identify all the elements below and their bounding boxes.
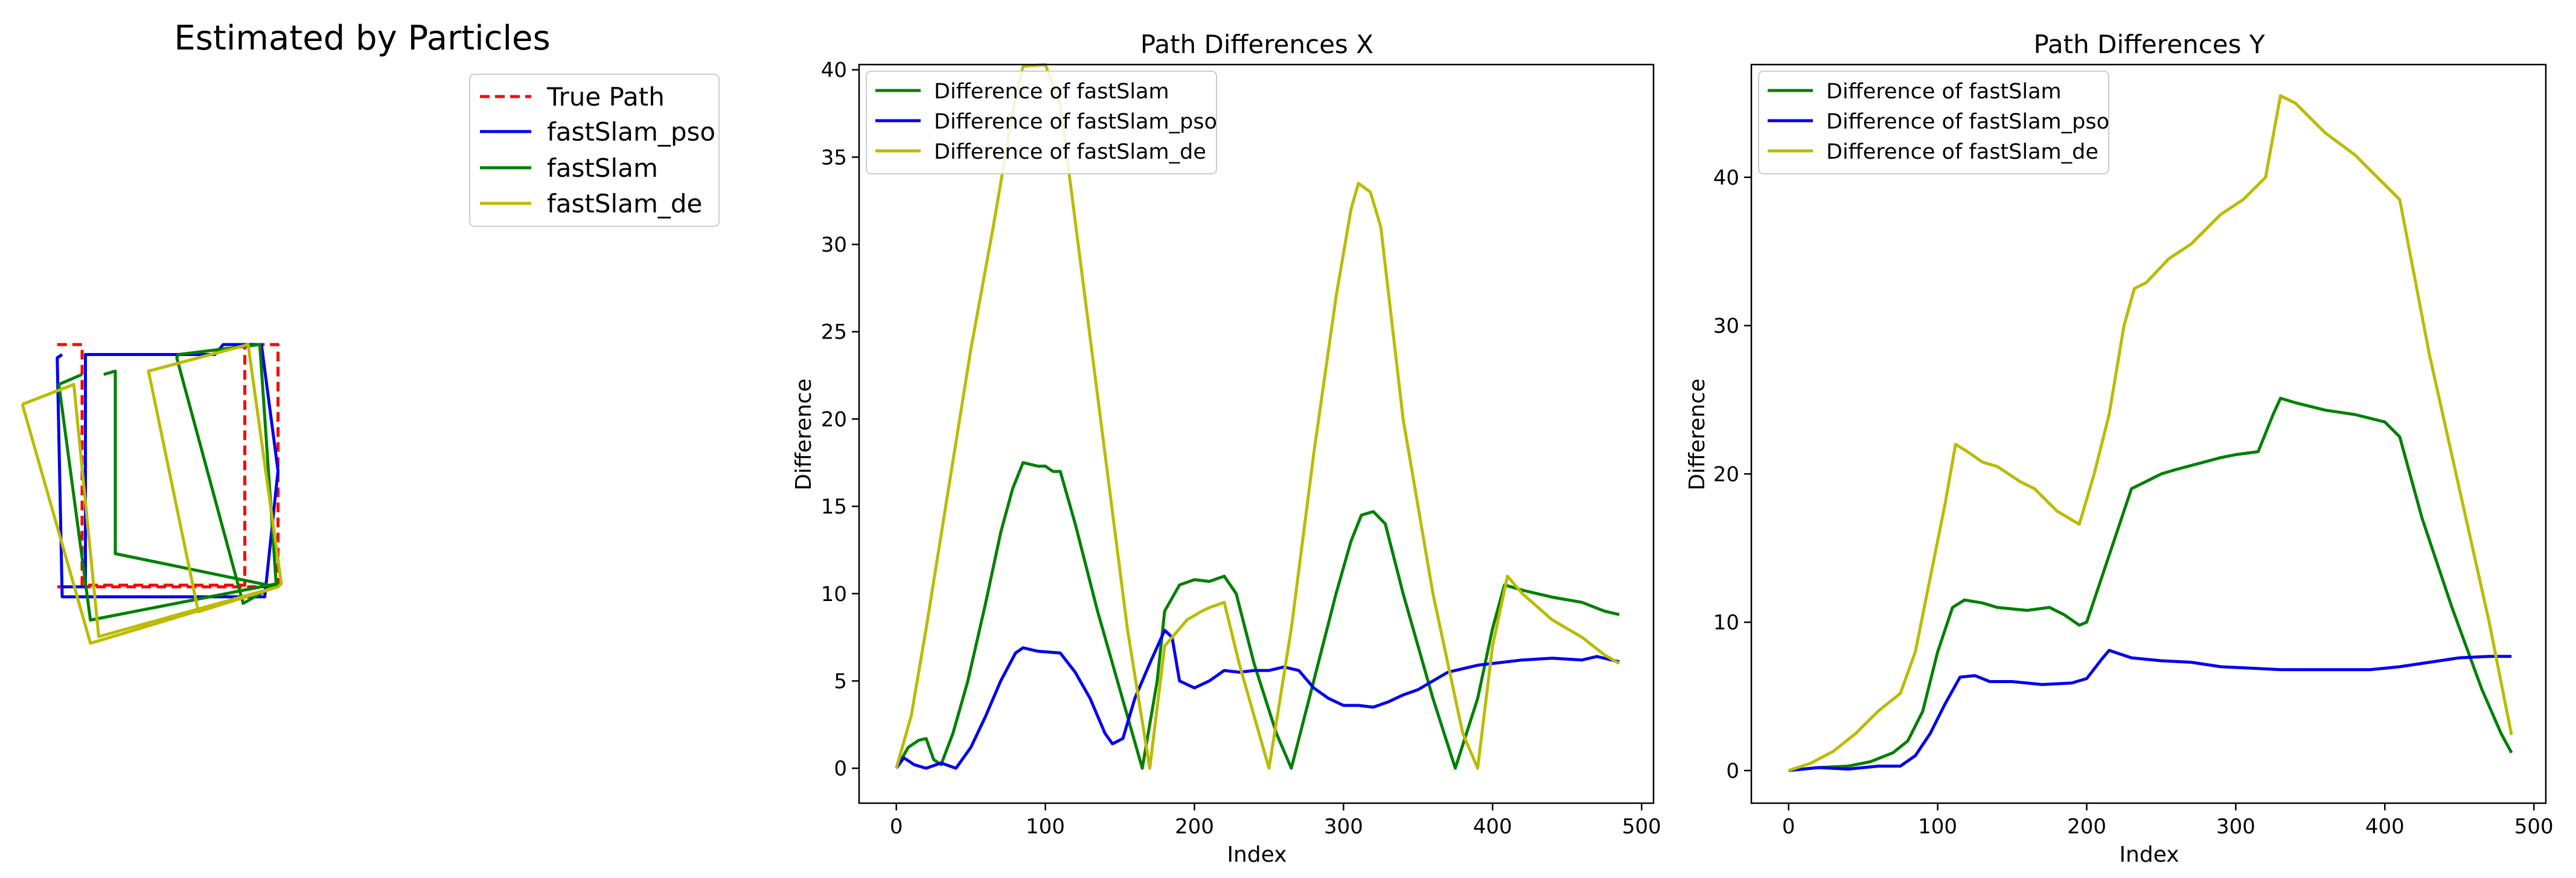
pdy-ytick-label: 20 [1713, 462, 1739, 486]
pdx-series-difference-of-fastslam [895, 461, 1620, 770]
pdx-ytick-label: 5 [834, 669, 847, 693]
y-legend-label-fastslam-pso: Difference of fastSlam_pso [1826, 110, 2109, 134]
pdy-xtick-label: 0 [1782, 815, 1795, 839]
pdy-series-difference-of-fastslam [1788, 396, 2513, 772]
path-differences-y-lines [1788, 94, 2513, 772]
path-true-path [57, 343, 280, 588]
legend-label-fastslam: fastSlam [547, 153, 658, 183]
pdx-ytick-label: 35 [821, 145, 847, 170]
path-differences-x-panel: Path Differences X 0 100 200 300 400 500 0 5 10 1… [791, 30, 1661, 867]
path-differences-y-legend: Difference of fastSlam Difference of fas… [1758, 71, 2109, 174]
pdx-ytick-label: 20 [821, 407, 847, 431]
pdx-ytick-label: 30 [821, 233, 847, 257]
path-differences-y-ylabel: Difference [1685, 378, 1710, 491]
x-legend-label-fastslam-pso: Difference of fastSlam_pso [934, 110, 1217, 134]
pdy-ytick-label: 10 [1713, 611, 1739, 635]
pdy-series-difference-of-fastslam-de [1788, 94, 2513, 772]
pdy-series-difference-of-fastslam-pso [1788, 649, 2512, 772]
x-legend-label-fastslam-de: Difference of fastSlam_de [934, 140, 1206, 164]
path-fastslam-pso [56, 343, 280, 599]
pdx-xtick-label: 500 [1622, 815, 1661, 839]
pdx-ytick-label: 0 [834, 757, 847, 781]
path-differences-x-legend-frame [866, 71, 1217, 174]
path-fastslam [57, 343, 280, 622]
path-differences-x-frame [858, 63, 1655, 804]
pdx-ytick-label: 10 [821, 582, 847, 606]
path-differences-y-legend-frame [1758, 71, 2109, 174]
path-differences-x-title: Path Differences X [1140, 30, 1373, 59]
pdy-xtick-label: 100 [1918, 815, 1957, 839]
pdx-xtick-label: 100 [1026, 815, 1065, 839]
pdx-series-difference-of-fastslam-pso [895, 629, 1620, 770]
pdy-xtick-label: 500 [2514, 815, 2554, 839]
pdy-ytick-label: 30 [1713, 314, 1739, 339]
path-fastslam-de [21, 343, 283, 645]
path-differences-y-xlabel: Index [2119, 842, 2179, 867]
legend-label-fastslam-de: fastSlam_de [547, 189, 702, 218]
path-differences-x-legend: Difference of fastSlam Difference of fas… [866, 71, 1217, 174]
path-differences-y-title: Path Differences Y [2033, 30, 2264, 59]
path-differences-y-panel: Path Differences Y 0 100 200 300 400 500 0 10 20… [1685, 30, 2554, 867]
pdx-ytick-label: 25 [821, 320, 847, 345]
legend-label-true-path: True Path [546, 82, 665, 112]
path-differences-x-xlabel: Index [1227, 842, 1286, 867]
path-differences-x-ticks: 0 100 200 300 400 500 0 5 10 15 20 25 30 35 40 [821, 59, 1661, 839]
pdx-ytick-label: 40 [821, 59, 847, 83]
pdy-ytick-label: 40 [1713, 166, 1739, 190]
pdx-xtick-label: 300 [1324, 815, 1363, 839]
estimated-particles-legend: True Path fastSlam_pso fastSlam fastSlam… [469, 74, 720, 227]
pdy-ytick-label: 0 [1726, 759, 1739, 783]
pdx-ytick-label: 15 [821, 495, 847, 519]
estimated-particles-title: Estimated by Particles [174, 19, 550, 58]
estimated-particles-legend-frame [469, 74, 720, 227]
x-legend-label-fastslam: Difference of fastSlam [934, 80, 1169, 104]
pdx-xtick-label: 0 [890, 815, 903, 839]
pdx-xtick-label: 200 [1175, 815, 1214, 839]
path-differences-y-frame [1750, 63, 2547, 804]
pdy-xtick-label: 200 [2067, 815, 2106, 839]
estimated-particles-plot [21, 343, 283, 645]
y-legend-label-fastslam: Difference of fastSlam [1826, 80, 2062, 104]
pdx-xtick-label: 400 [1473, 815, 1512, 839]
legend-label-fastslam-pso: fastSlam_pso [547, 117, 715, 147]
estimated-particles-panel: Estimated by Particles True Path fastSla… [21, 19, 720, 645]
pdy-xtick-label: 300 [2216, 815, 2255, 839]
pdy-xtick-label: 400 [2365, 815, 2405, 839]
path-differences-y-ticks: 0 100 200 300 400 500 0 10 20 30 40 [1713, 166, 2554, 839]
y-legend-label-fastslam-de: Difference of fastSlam_de [1826, 140, 2098, 164]
path-differences-x-ylabel: Difference [791, 378, 816, 491]
